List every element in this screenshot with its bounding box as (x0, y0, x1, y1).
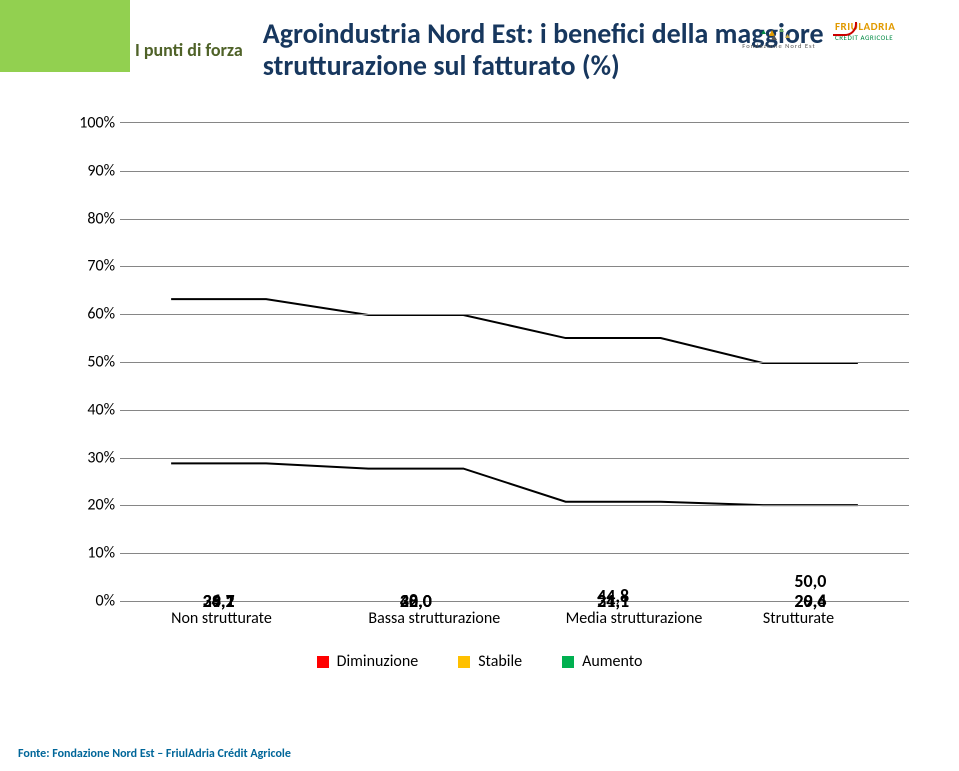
left-label: I punti di forza (135, 41, 243, 61)
legend-label: Diminuzione (337, 652, 419, 671)
bar-value-label: 50,0 (794, 570, 826, 592)
logo-friuladria: FRIULADRIA CRÉDIT AGRICOLE (829, 12, 939, 50)
gridline (120, 219, 909, 220)
y-tick-label: 30% (65, 448, 115, 467)
legend-label: Aumento (582, 652, 642, 671)
x-category-label: Bassa strutturazione (368, 609, 500, 628)
y-tick-label: 20% (65, 496, 115, 515)
y-tick-label: 0% (65, 592, 115, 611)
decor-green-block (0, 0, 130, 72)
y-tick-label: 90% (65, 161, 115, 180)
legend-item: Diminuzione (317, 652, 419, 671)
gridline (120, 266, 909, 267)
y-tick-label: 100% (65, 114, 115, 133)
gridline (120, 314, 909, 315)
legend-swatch (458, 656, 470, 668)
gridline (120, 171, 909, 172)
y-tick-label: 50% (65, 353, 115, 372)
gridline (120, 410, 909, 411)
legend: Diminuzione Stabile Aumento (0, 652, 959, 671)
legend-swatch (317, 656, 329, 668)
y-tick-label: 70% (65, 257, 115, 276)
legend-swatch (562, 656, 574, 668)
x-category-label: Strutturate (763, 609, 834, 628)
legend-label: Stabile (478, 652, 522, 671)
y-tick-label: 10% (65, 544, 115, 563)
logos: Fondazione Nord Est FRIULADRIA CRÉDIT AG… (739, 12, 939, 50)
legend-item: Stabile (458, 652, 522, 671)
y-tick-label: 60% (65, 305, 115, 324)
x-category-label: Media strutturazione (566, 609, 703, 628)
logo-fondazione-nord-est: Fondazione Nord Est (739, 12, 819, 50)
gridline (120, 553, 909, 554)
plot-area: 29,134,236,7Non strutturate28,032,040,0B… (120, 122, 909, 602)
chart: 29,134,236,7Non strutturate28,032,040,0B… (70, 122, 909, 642)
gridline (120, 362, 909, 363)
gridline (120, 505, 909, 506)
gridline (120, 458, 909, 459)
bar-value-label: 44,8 (597, 585, 629, 607)
legend-item: Aumento (562, 652, 642, 671)
source-footer: Fonte: Fondazione Nord Est – FriulAdria … (18, 747, 291, 761)
x-category-label: Non strutturate (171, 609, 272, 628)
y-tick-label: 40% (65, 400, 115, 419)
y-tick-label: 80% (65, 209, 115, 228)
header: I punti di forza Agroindustria Nord Est:… (0, 0, 959, 92)
